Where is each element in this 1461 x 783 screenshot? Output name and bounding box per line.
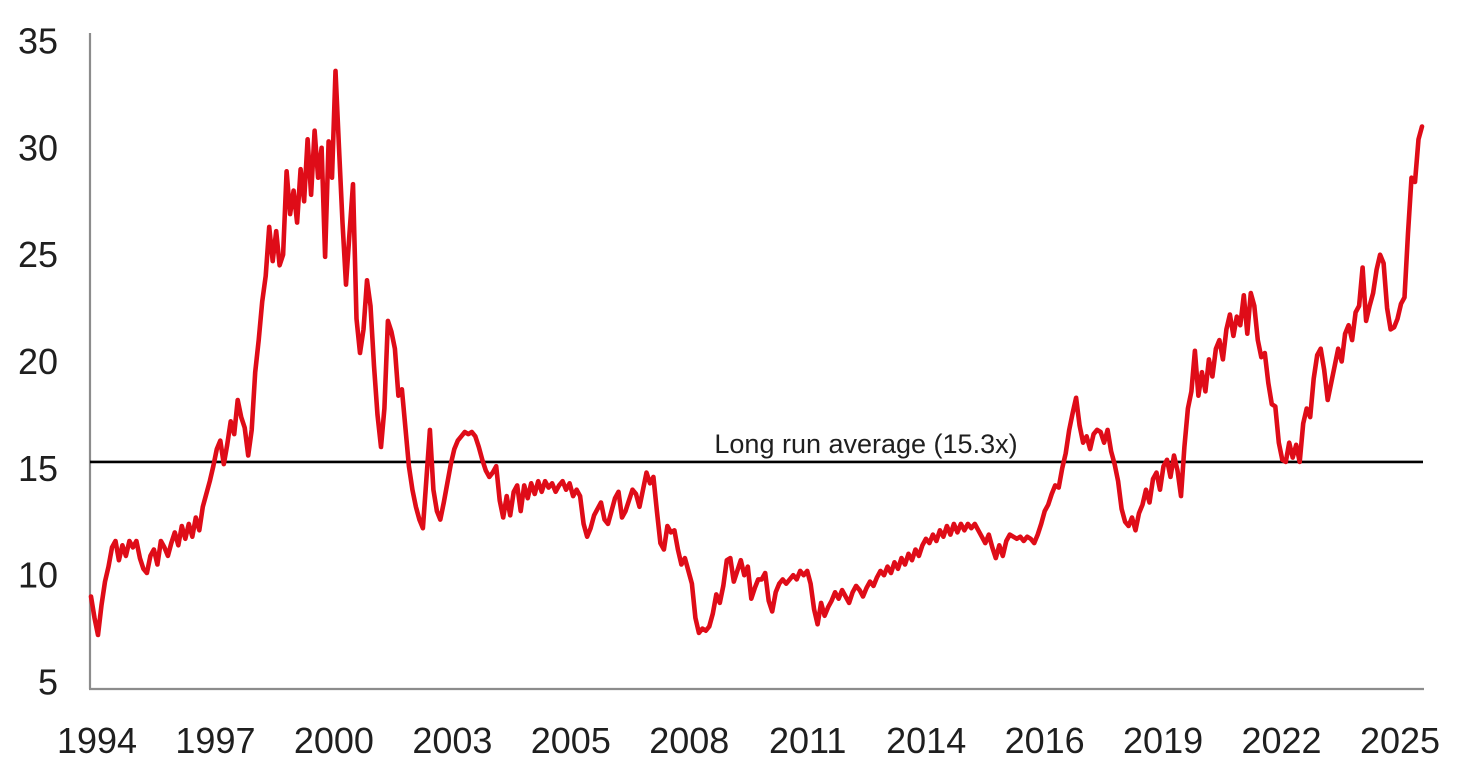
y-axis-tick-label: 10 [18,555,58,596]
x-axis-tick-label: 2019 [1123,720,1203,761]
x-axis-tick-label: 1997 [175,720,255,761]
y-axis-tick-label: 20 [18,341,58,382]
long-run-average-label: Long run average (15.3x) [714,429,1017,459]
x-axis-tick-label: 2016 [1005,720,1085,761]
x-axis-tick-label: 2011 [769,720,846,761]
y-axis-tick-label: 30 [18,127,58,168]
y-axis-tick-label: 15 [18,448,58,489]
x-axis-tick-labels: 1994 1997 2000 2003 2005 2008 2011 2014 2016 2019… [57,720,1440,761]
y-axis-tick-label: 35 [18,21,58,62]
x-axis-tick-label: 2014 [886,720,966,761]
x-axis-tick-label: 2008 [649,720,729,761]
pe-series-line [88,68,1425,638]
x-axis-tick-label: 2005 [531,720,611,761]
x-axis-tick-label: 1994 [57,720,137,761]
x-axis-tick-label: 2022 [1241,720,1321,761]
x-axis-tick-label: 2025 [1360,720,1440,761]
y-axis-tick-label: 5 [38,662,58,703]
y-axis-tick-label: 25 [18,234,58,275]
x-axis-tick-label: 2000 [294,720,374,761]
y-axis-tick-labels: 35 30 25 20 15 10 5 [18,21,58,703]
x-axis-tick-label: 2003 [412,720,492,761]
